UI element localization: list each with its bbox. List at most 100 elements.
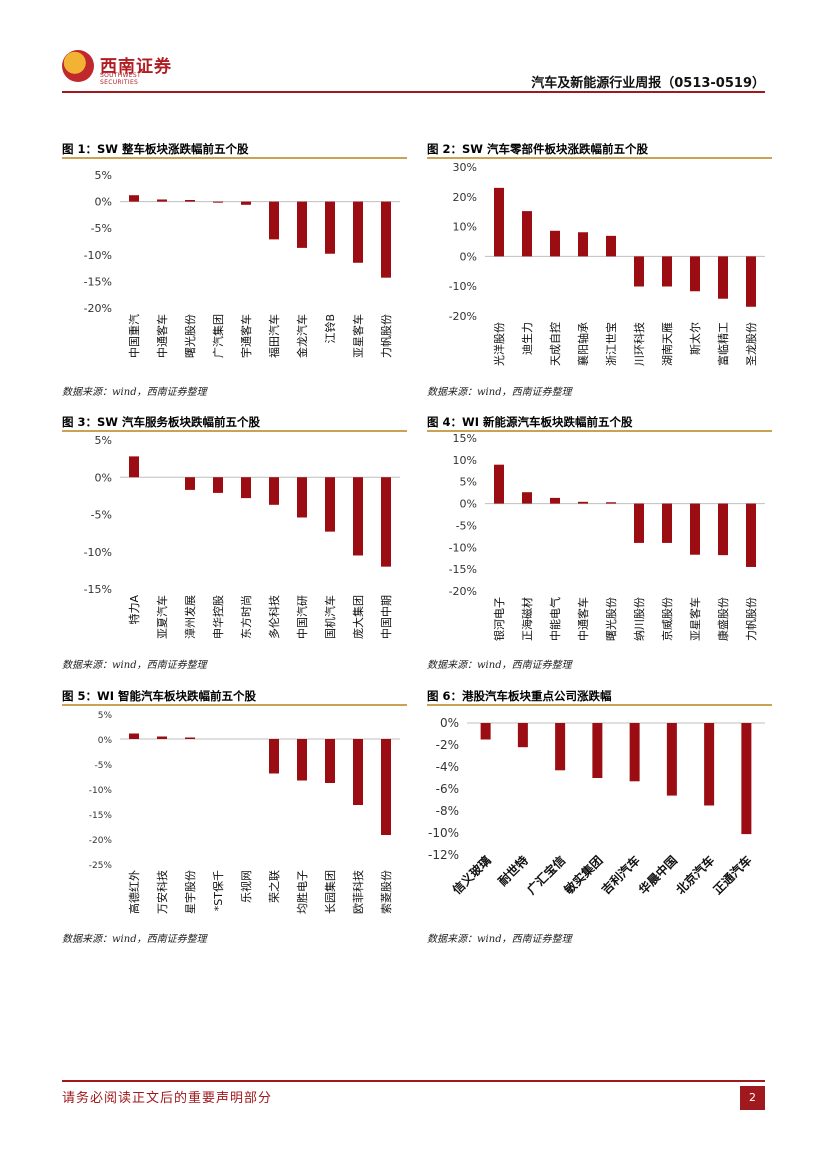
category-label: 多伦科技	[267, 595, 281, 639]
bar	[381, 739, 391, 835]
bar	[157, 199, 167, 202]
bar	[297, 739, 307, 781]
y-tick-label: -10%	[84, 546, 112, 559]
category-label: 漳州发展	[183, 595, 197, 639]
y-tick-label: -15%	[84, 583, 112, 596]
bar	[213, 477, 223, 493]
bar	[325, 201, 335, 254]
y-tick-label: 0%	[95, 196, 112, 209]
category-label: 华晨中国	[635, 853, 680, 898]
category-label: 金龙汽车	[295, 314, 309, 358]
bar	[634, 256, 644, 287]
bar	[480, 723, 491, 740]
category-label: 北京汽车	[673, 853, 718, 898]
figure-title: 图 5：WI 智能汽车板块跌幅前五个股	[62, 689, 256, 703]
y-tick-label: 5%	[95, 434, 112, 447]
category-label: 欧菲科技	[351, 870, 365, 914]
category-label: 吉利汽车	[598, 853, 643, 898]
bar	[741, 723, 752, 835]
figure-3-panel: 图 3：SW 汽车服务板块跌幅前五个股 5% 0% -5% -10% -15% 特力A 亚夏…	[62, 414, 407, 674]
y-tick-label: -4%	[436, 760, 459, 774]
bar	[269, 739, 279, 774]
y-tick-label: 30%	[453, 161, 477, 174]
y-tick-label: 0%	[440, 716, 459, 730]
bar	[718, 256, 728, 299]
bar	[353, 201, 363, 263]
figure-6-panel: 图 6：港股汽车板块重点公司涨跌幅 0% -2% -4% -6% -8% -10% -12%…	[427, 688, 772, 948]
category-label: 耐世特	[495, 853, 531, 889]
bar	[157, 736, 167, 739]
category-label: 索菱股份	[379, 870, 393, 914]
category-label: 庞大集团	[351, 595, 365, 639]
logo-english-name: SOUTHWEST SECURITIES	[100, 72, 141, 86]
bar	[634, 503, 644, 543]
category-label: 申华控股	[211, 595, 225, 639]
bar	[185, 737, 195, 739]
bar	[269, 477, 279, 505]
y-tick-label: 15%	[453, 432, 477, 445]
y-tick-label: -20%	[84, 302, 112, 315]
category-label: 江铃B	[323, 314, 337, 344]
bar	[353, 477, 363, 556]
figure-6-chart: 0%-2%-4%-6%-8%-10%-12%信义玻璃 耐世特广汇宝信敏实集团吉利汽…	[428, 716, 765, 898]
bar	[297, 477, 307, 518]
y-tick-label: 10%	[453, 454, 477, 467]
figure-4-chart: 15% 10% 5% 0% -5% -10% -15% -20% 银河电子 正海磁材 中能电气 中通客…	[449, 432, 765, 641]
bar	[606, 235, 616, 257]
bar	[550, 497, 560, 504]
category-label: 中通客车	[576, 597, 590, 641]
y-tick-label: -5%	[91, 509, 112, 522]
bar	[662, 503, 672, 543]
y-tick-label: -15%	[84, 275, 112, 288]
figure-source: 数据来源：wind，西南证券整理	[427, 660, 572, 671]
category-label: 东方时尚	[239, 595, 253, 639]
category-label: 迪生力	[520, 322, 534, 355]
footer-divider	[62, 1080, 765, 1082]
category-label: 广汽集团	[211, 314, 225, 358]
y-tick-label: -2%	[436, 738, 459, 752]
category-label: 力帆股份	[379, 314, 393, 358]
bar	[517, 723, 528, 748]
category-label: 长园集团	[323, 870, 337, 914]
category-label: 中国重汽	[127, 314, 141, 358]
category-label: 亚星客车	[351, 314, 365, 358]
bar	[213, 201, 223, 203]
figure-1-panel: 图 1：SW 整车板块涨跌幅前五个股 5% 0% -5% -10% -15% -20% 中国…	[62, 141, 407, 401]
y-tick-label: -15%	[89, 811, 113, 821]
category-label: 京威股份	[660, 597, 674, 641]
category-label: 银河电子	[492, 597, 506, 641]
figure-title: 图 6：港股汽车板块重点公司涨跌幅	[427, 689, 612, 703]
y-tick-label: -10%	[428, 826, 459, 840]
bar	[578, 501, 588, 504]
figure-title-rule	[62, 430, 407, 432]
y-tick-label: 0%	[460, 250, 477, 263]
y-tick-label: -20%	[449, 310, 477, 323]
bar	[494, 187, 504, 257]
category-label: 湖南天雁	[661, 322, 674, 366]
page-number: 2	[740, 1086, 765, 1110]
figure-source: 数据来源：wind，西南证券整理	[62, 660, 207, 671]
category-label: 康盛股份	[716, 597, 730, 641]
page-header: 西南证券 SOUTHWEST SECURITIES 汽车及新能源行业周报（051…	[0, 0, 827, 96]
category-label: 高德红外	[127, 870, 141, 914]
y-tick-label: -10%	[449, 541, 477, 554]
category-label: 万安科技	[155, 870, 169, 914]
category-label: 纳川股份	[633, 597, 646, 641]
y-tick-label: 0%	[95, 471, 112, 484]
category-label: 光洋股份	[492, 322, 506, 366]
bar	[494, 464, 504, 504]
figure-source: 数据来源：wind，西南证券整理	[62, 934, 207, 945]
bar	[592, 723, 603, 778]
y-tick-label: -25%	[89, 861, 113, 871]
category-label: 襄阳轴承	[576, 322, 590, 366]
header-divider	[62, 91, 765, 93]
y-tick-label: -5%	[91, 222, 112, 235]
category-label: 中通客车	[155, 314, 169, 358]
category-label: *ST保千	[211, 870, 225, 911]
category-label: 敏实集团	[560, 853, 605, 898]
bar	[606, 502, 616, 504]
figure-title: 图 1：SW 整车板块涨跌幅前五个股	[62, 142, 249, 156]
category-label: 力帆股份	[744, 597, 758, 641]
company-logo: 西南证券 SOUTHWEST SECURITIES	[62, 50, 172, 86]
report-title: 汽车及新能源行业周报（0513-0519）	[531, 76, 765, 91]
